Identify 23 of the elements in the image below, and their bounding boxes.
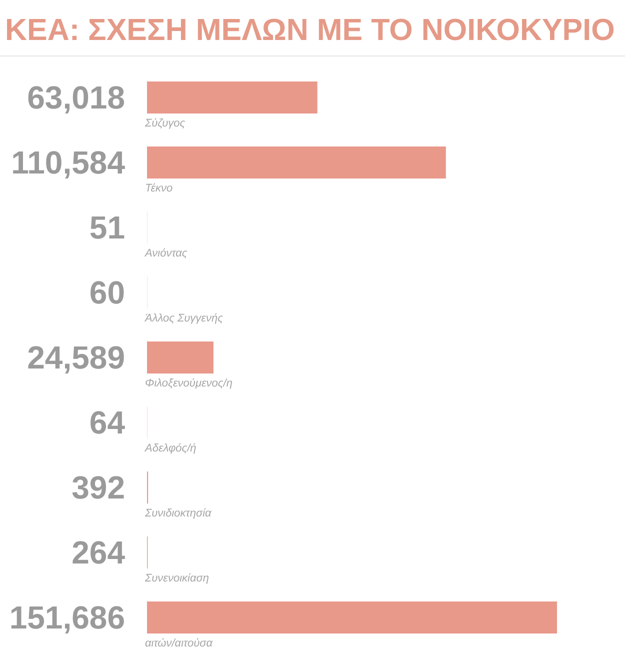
y-tick-label: αιτών/αιτούσα <box>145 638 214 650</box>
y-tick-label: Αδελφός/ή <box>144 442 196 454</box>
data-label: 264 <box>72 534 126 570</box>
chart-title: ΚΕΑ: ΣΧΕΣΗ ΜΕΛΩΝ ΜΕ ΤΟ ΝΟΙΚΟΚΥΡΙΟ <box>5 13 615 47</box>
y-tick-label: Σύζυγος <box>144 118 186 130</box>
bar <box>147 82 318 114</box>
bar <box>147 146 446 178</box>
y-tick-label: Ανιόντας <box>144 248 188 260</box>
y-tick-label: Συνιδιοκτησία <box>144 508 212 520</box>
bar <box>147 342 214 374</box>
data-label: 151,686 <box>9 600 125 636</box>
data-label: 24,589 <box>27 340 125 376</box>
y-tick-label: Συνενοικίαση <box>144 572 209 584</box>
data-label: 110,584 <box>11 144 126 180</box>
data-label: 392 <box>72 470 125 506</box>
data-label: 51 <box>89 210 125 246</box>
y-tick-label: Άλλος Συγγενής <box>144 312 224 324</box>
data-label: 63,018 <box>27 80 125 116</box>
data-label: 60 <box>89 274 125 310</box>
y-tick-label: Τέκνο <box>145 182 173 194</box>
y-tick-label: Φιλοξενούμενος/η <box>145 378 232 390</box>
data-label: 64 <box>89 404 126 440</box>
bar <box>147 602 557 634</box>
